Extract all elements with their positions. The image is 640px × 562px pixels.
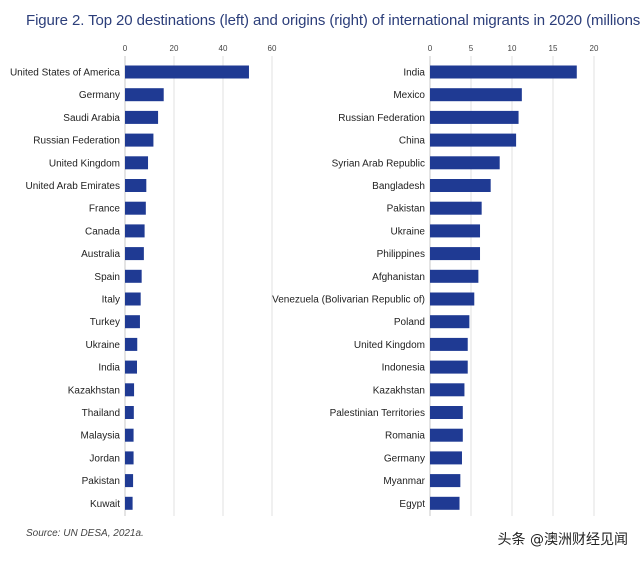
orig-bar <box>430 179 491 192</box>
dest-bar <box>125 474 134 488</box>
orig-category-label: Palestinian Territories <box>330 408 425 419</box>
dest-bar <box>125 133 154 147</box>
orig-bar <box>430 451 462 465</box>
dest-category-label: Germany <box>79 90 120 101</box>
orig-bar <box>430 474 461 488</box>
dest-category-label: Jordan <box>89 453 120 464</box>
orig-tick-label: 0 <box>428 44 433 53</box>
orig-bar <box>430 383 465 397</box>
orig-category-label: Bangladesh <box>372 181 425 192</box>
orig-tick-label: 10 <box>508 44 517 53</box>
orig-bar <box>430 201 482 215</box>
orig-bar <box>430 496 460 510</box>
dest-bar <box>125 360 138 374</box>
left-panel-destinations: 0 20 40 60 United States of America Germany Sa… <box>10 44 277 516</box>
orig-category-label: United Kingdom <box>354 340 425 351</box>
dest-bar <box>125 292 141 306</box>
dest-bar <box>125 247 144 261</box>
orig-bar <box>430 337 468 351</box>
orig-category-label: Indonesia <box>382 363 426 374</box>
dest-category-label: United States of America <box>10 68 120 79</box>
dest-tick-label: 60 <box>268 44 277 53</box>
orig-category-label: Germany <box>384 453 425 464</box>
orig-tick-label: 20 <box>590 44 599 53</box>
dest-tick-label: 0 <box>123 44 128 53</box>
dest-category-label: India <box>98 363 120 374</box>
dest-bar <box>125 496 133 510</box>
orig-category-label: Myanmar <box>383 476 425 487</box>
orig-bar <box>430 315 470 329</box>
dest-tick-label: 20 <box>170 44 179 53</box>
dest-bar <box>125 315 140 329</box>
orig-category-label: Venezuela (Bolivarian Republic of) <box>272 295 425 306</box>
dest-bar <box>125 451 134 465</box>
orig-bar <box>430 88 522 102</box>
orig-category-label: Ukraine <box>391 226 426 237</box>
dest-bar <box>125 337 138 351</box>
dest-category-label: United Kingdom <box>49 158 120 169</box>
orig-bar <box>430 156 500 170</box>
orig-bar <box>430 247 481 261</box>
dest-category-label: Ukraine <box>86 340 121 351</box>
dest-bar <box>125 224 145 238</box>
dest-bar <box>125 201 146 215</box>
orig-bar <box>430 406 463 419</box>
orig-tick-label: 15 <box>549 44 558 53</box>
dest-bar <box>125 428 134 442</box>
dest-category-label: Pakistan <box>82 476 120 487</box>
orig-category-label: Afghanistan <box>372 272 425 283</box>
dest-bar <box>125 156 149 170</box>
orig-bar <box>430 269 479 283</box>
dest-bar <box>125 88 164 102</box>
dest-bar <box>125 269 142 283</box>
orig-category-label: Syrian Arab Republic <box>332 158 425 169</box>
dest-category-label: Australia <box>81 249 120 260</box>
dest-category-label: Kazakhstan <box>68 385 120 396</box>
dest-category-label: Italy <box>102 295 120 306</box>
orig-bar <box>430 65 577 79</box>
dest-bar <box>125 406 134 419</box>
dest-category-label: United Arab Emirates <box>26 181 121 192</box>
dest-bar <box>125 383 135 397</box>
dest-category-label: Saudi Arabia <box>63 113 120 124</box>
orig-category-label: Mexico <box>393 90 425 101</box>
orig-category-label: Romania <box>385 431 425 442</box>
orig-category-label: China <box>399 136 426 147</box>
orig-category-label: India <box>403 68 425 79</box>
orig-bar <box>430 292 475 306</box>
orig-category-label: Kazakhstan <box>373 385 425 396</box>
dest-bar <box>125 110 159 124</box>
figure-title: Figure 2. Top 20 destinations (left) and… <box>26 12 640 29</box>
right-panel-origins: 0 5 10 15 20 India Mexico Russian Federation Chi… <box>272 44 599 516</box>
dest-category-label: Thailand <box>82 408 120 419</box>
orig-bar <box>430 428 463 442</box>
orig-bar <box>430 224 481 238</box>
dest-category-label: France <box>89 204 121 215</box>
orig-tick-label: 5 <box>469 44 474 53</box>
orig-category-label: Philippines <box>377 249 425 260</box>
source-note: Source: UN DESA, 2021a. <box>26 528 144 539</box>
dest-bar <box>125 65 249 79</box>
orig-bar <box>430 110 519 124</box>
dest-category-label: Malaysia <box>81 431 121 442</box>
orig-bar <box>430 133 517 147</box>
dest-bar <box>125 179 147 192</box>
dest-category-label: Turkey <box>90 317 120 328</box>
orig-bar <box>430 360 468 374</box>
dest-tick-label: 40 <box>219 44 228 53</box>
dest-category-label: Kuwait <box>90 499 120 510</box>
dest-category-label: Canada <box>85 226 120 237</box>
watermark: 头条 @澳洲财经见闻 <box>497 532 628 548</box>
dest-category-label: Russian Federation <box>33 136 120 147</box>
dest-category-label: Spain <box>94 272 120 283</box>
orig-category-label: Pakistan <box>387 204 425 215</box>
orig-category-label: Egypt <box>399 499 425 510</box>
orig-category-label: Russian Federation <box>338 113 425 124</box>
orig-category-label: Poland <box>394 317 425 328</box>
